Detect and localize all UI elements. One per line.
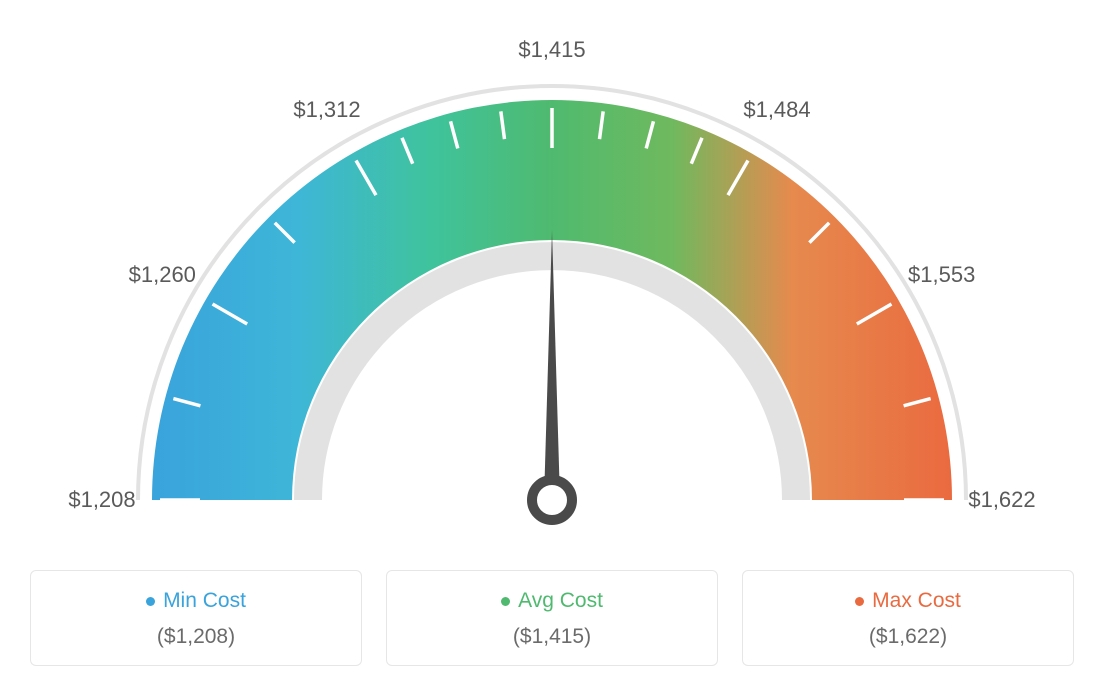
legend-dot-icon xyxy=(855,597,864,606)
legend-title-text: Max Cost xyxy=(872,589,961,613)
legend-title-text: Avg Cost xyxy=(518,589,603,613)
gauge-tick-label: $1,484 xyxy=(743,97,810,123)
gauge-tick-label: $1,415 xyxy=(518,37,585,63)
legend-title: Max Cost xyxy=(855,589,961,613)
gauge-needle xyxy=(544,230,560,500)
legend-title: Avg Cost xyxy=(501,589,603,613)
gauge-tick-label: $1,208 xyxy=(68,487,135,513)
legend-dot-icon xyxy=(501,597,510,606)
legend-row: Min Cost ($1,208) Avg Cost ($1,415) Max Cost… xyxy=(30,570,1074,666)
gauge-tick-label: $1,553 xyxy=(908,262,975,288)
gauge-svg xyxy=(30,40,1074,540)
legend-title: Min Cost xyxy=(146,589,246,613)
legend-dot-icon xyxy=(146,597,155,606)
legend-value: ($1,208) xyxy=(41,625,351,649)
legend-card: Avg Cost ($1,415) xyxy=(386,570,718,666)
legend-value: ($1,415) xyxy=(397,625,707,649)
gauge-needle-hub xyxy=(532,480,572,520)
cost-gauge: $1,208 $1,260 $1,312 $1,415 $1,484 $1,553 $1,6… xyxy=(30,40,1074,540)
gauge-tick-label: $1,312 xyxy=(293,97,360,123)
gauge-tick-label: $1,622 xyxy=(968,487,1035,513)
legend-card: Max Cost ($1,622) xyxy=(742,570,1074,666)
legend-value: ($1,622) xyxy=(753,625,1063,649)
legend-card: Min Cost ($1,208) xyxy=(30,570,362,666)
gauge-tick-label: $1,260 xyxy=(129,262,196,288)
legend-title-text: Min Cost xyxy=(163,589,246,613)
